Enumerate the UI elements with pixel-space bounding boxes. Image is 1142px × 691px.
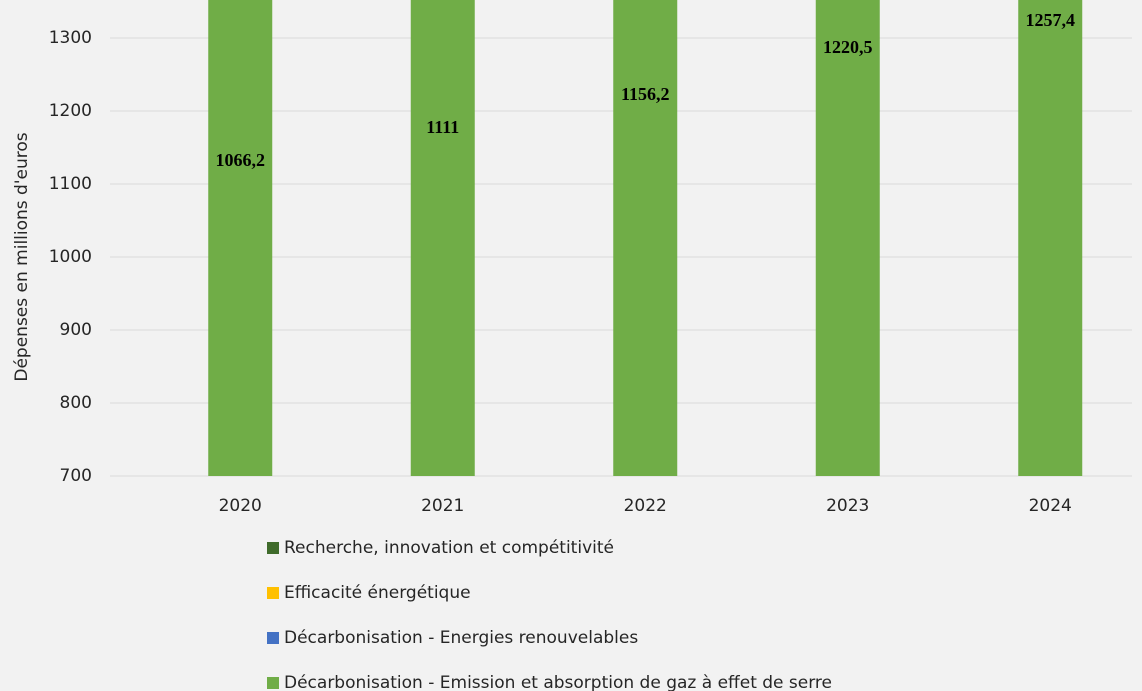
total-label: 1156,2 bbox=[621, 84, 670, 104]
y-tick-label: 1000 bbox=[49, 247, 92, 267]
legend-swatch bbox=[267, 542, 279, 554]
total-label: 1257,4 bbox=[1026, 10, 1076, 30]
x-tick-label: 2023 bbox=[826, 496, 869, 516]
bar-segment bbox=[1018, 0, 1083, 476]
legend-swatch bbox=[267, 677, 279, 689]
bar-segment bbox=[410, 0, 475, 476]
y-tick-label: 800 bbox=[60, 393, 92, 413]
legend-label: Recherche, innovation et compétitivité bbox=[284, 538, 614, 558]
x-tick-label: 2024 bbox=[1029, 496, 1072, 516]
total-label: 1066,2 bbox=[216, 150, 266, 170]
bar-segment bbox=[613, 0, 678, 476]
legend-label: Décarbonisation - Emission et absorption… bbox=[284, 673, 832, 691]
bar-segment bbox=[208, 0, 273, 476]
y-tick-label: 900 bbox=[60, 320, 92, 340]
y-tick-label: 1200 bbox=[49, 101, 92, 121]
x-tick-label: 2021 bbox=[421, 496, 464, 516]
legend-label: Efficacité énergétique bbox=[284, 583, 471, 603]
y-tick-label: 700 bbox=[60, 466, 92, 486]
y-tick-label: 1100 bbox=[49, 174, 92, 194]
y-axis-title: Dépenses en millions d'euros bbox=[12, 132, 32, 381]
x-tick-label: 2020 bbox=[219, 496, 262, 516]
bar-segment bbox=[815, 0, 880, 476]
total-label: 1220,5 bbox=[823, 37, 873, 57]
legend-swatch bbox=[267, 587, 279, 599]
total-label: 1111 bbox=[426, 117, 459, 137]
y-tick-label: 1300 bbox=[49, 28, 92, 48]
x-tick-label: 2022 bbox=[624, 496, 667, 516]
legend-label: Décarbonisation - Energies renouvelables bbox=[284, 628, 638, 648]
legend-swatch bbox=[267, 632, 279, 644]
